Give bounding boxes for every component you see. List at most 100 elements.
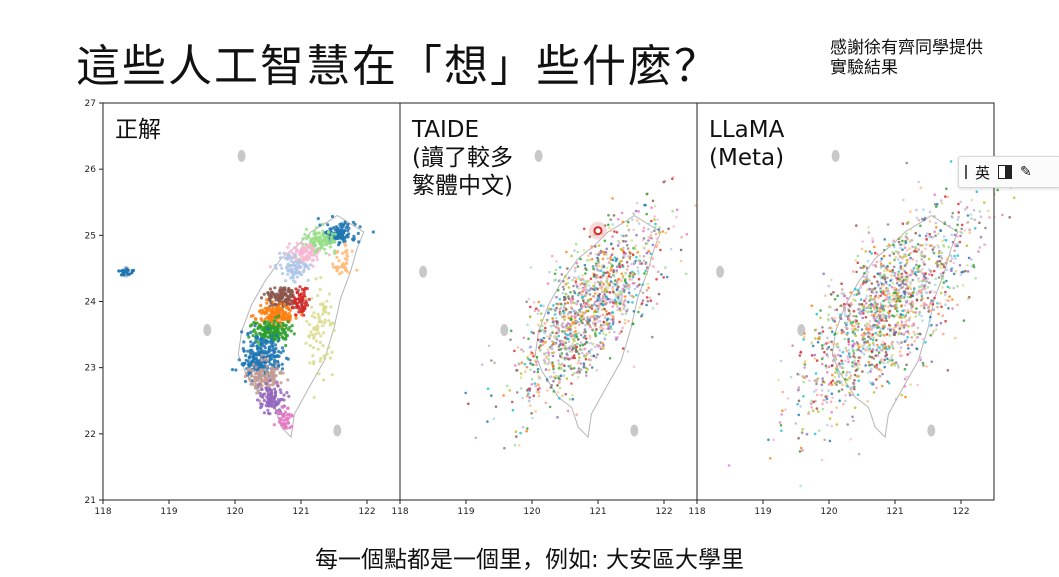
scatter-points (727, 159, 1016, 488)
scatter-point (610, 242, 613, 245)
scatter-point (290, 289, 294, 293)
settings-icon[interactable]: ✎ (1020, 164, 1032, 180)
scatter-point (833, 317, 836, 320)
scatter-point (796, 402, 799, 406)
scatter-point (569, 305, 573, 309)
scatter-point (911, 291, 914, 295)
scatter-point (557, 366, 561, 370)
scatter-point (249, 352, 253, 356)
scatter-point (950, 269, 953, 273)
scatter-point (860, 328, 864, 331)
scatter-point (569, 298, 573, 301)
scatter-point (903, 253, 907, 256)
scatter-point (288, 302, 292, 306)
scatter-point (866, 399, 869, 403)
scatter-point (595, 368, 599, 372)
scatter-point (247, 335, 251, 339)
scatter-point (553, 272, 557, 276)
scatter-point (244, 354, 248, 358)
scatter-point (554, 309, 557, 312)
scatter-point (875, 378, 878, 381)
scatter-point (346, 235, 350, 239)
scatter-point (371, 230, 375, 234)
scatter-point (840, 331, 844, 335)
scatter-point (312, 240, 317, 244)
scatter-point (626, 224, 629, 227)
scatter-point (900, 235, 903, 238)
scatter-point (556, 323, 560, 327)
scatter-point (321, 378, 326, 382)
scatter-point (862, 312, 865, 315)
scatter-point (312, 362, 316, 366)
scatter-point (886, 357, 889, 361)
scatter-point (872, 344, 876, 347)
scatter-point (929, 334, 932, 337)
scatter-point (896, 277, 900, 281)
scatter-point (907, 253, 911, 257)
scatter-point (275, 359, 280, 363)
scatter-point (849, 374, 853, 378)
ime-toolbar[interactable]: 英 ✎ (958, 156, 1059, 188)
scatter-point (867, 231, 871, 234)
scatter-point (902, 282, 906, 286)
scatter-point (331, 262, 335, 266)
scatter-point (886, 223, 890, 226)
panel-label: 正解 (115, 117, 161, 143)
scatter-point (594, 286, 597, 290)
scatter-point (949, 160, 953, 163)
scatter-point (939, 229, 943, 232)
scatter-point (628, 286, 631, 289)
scatter-point (283, 410, 288, 414)
scatter-point (543, 362, 547, 366)
scatter-point (952, 261, 956, 265)
drag-handle-icon[interactable] (965, 165, 967, 179)
scatter-point (602, 347, 605, 350)
scatter-point (899, 346, 903, 349)
scatter-point (797, 388, 800, 392)
island-outline (237, 149, 246, 162)
scatter-point (287, 311, 291, 316)
scatter-point (918, 291, 922, 295)
scatter-point (622, 239, 625, 243)
scatter-point (888, 323, 891, 327)
scatter-point (903, 340, 907, 343)
scatter-point (311, 354, 315, 358)
scatter-point (611, 264, 614, 268)
half-width-icon[interactable] (998, 165, 1013, 179)
scatter-point (345, 248, 349, 252)
scatter-point (553, 335, 556, 338)
scatter-point (241, 363, 245, 367)
scatter-point (547, 311, 550, 315)
scatter-point (891, 314, 894, 317)
scatter-point (827, 383, 831, 386)
scatter-point (959, 273, 962, 277)
scatter-point (944, 261, 948, 265)
scatter-point (270, 357, 274, 361)
scatter-point (278, 416, 282, 420)
scatter-point (288, 263, 292, 268)
scatter-point (594, 332, 597, 336)
scatter-point (669, 247, 673, 251)
scatter-point (565, 377, 569, 380)
scatter-point (330, 214, 335, 219)
scatter-point (856, 367, 860, 370)
scatter-point (297, 265, 301, 269)
scatter-point (910, 343, 914, 347)
input-language-toggle[interactable]: 英 (975, 163, 991, 182)
scatter-point (846, 357, 850, 361)
scatter-point (847, 303, 851, 307)
scatter-point (605, 289, 608, 292)
scatter-point (917, 180, 920, 184)
scatter-point (801, 428, 805, 431)
scatter-point (917, 285, 921, 289)
scatter-point (621, 326, 624, 329)
scatter-point (894, 361, 898, 364)
scatter-point (582, 364, 586, 367)
scatter-point (611, 285, 615, 289)
scatter-point (286, 320, 290, 324)
scatter-point (905, 299, 909, 303)
scatter-point (946, 285, 950, 289)
scatter-point (581, 277, 584, 281)
scatter-point (267, 317, 272, 322)
scatter-point (840, 372, 844, 376)
